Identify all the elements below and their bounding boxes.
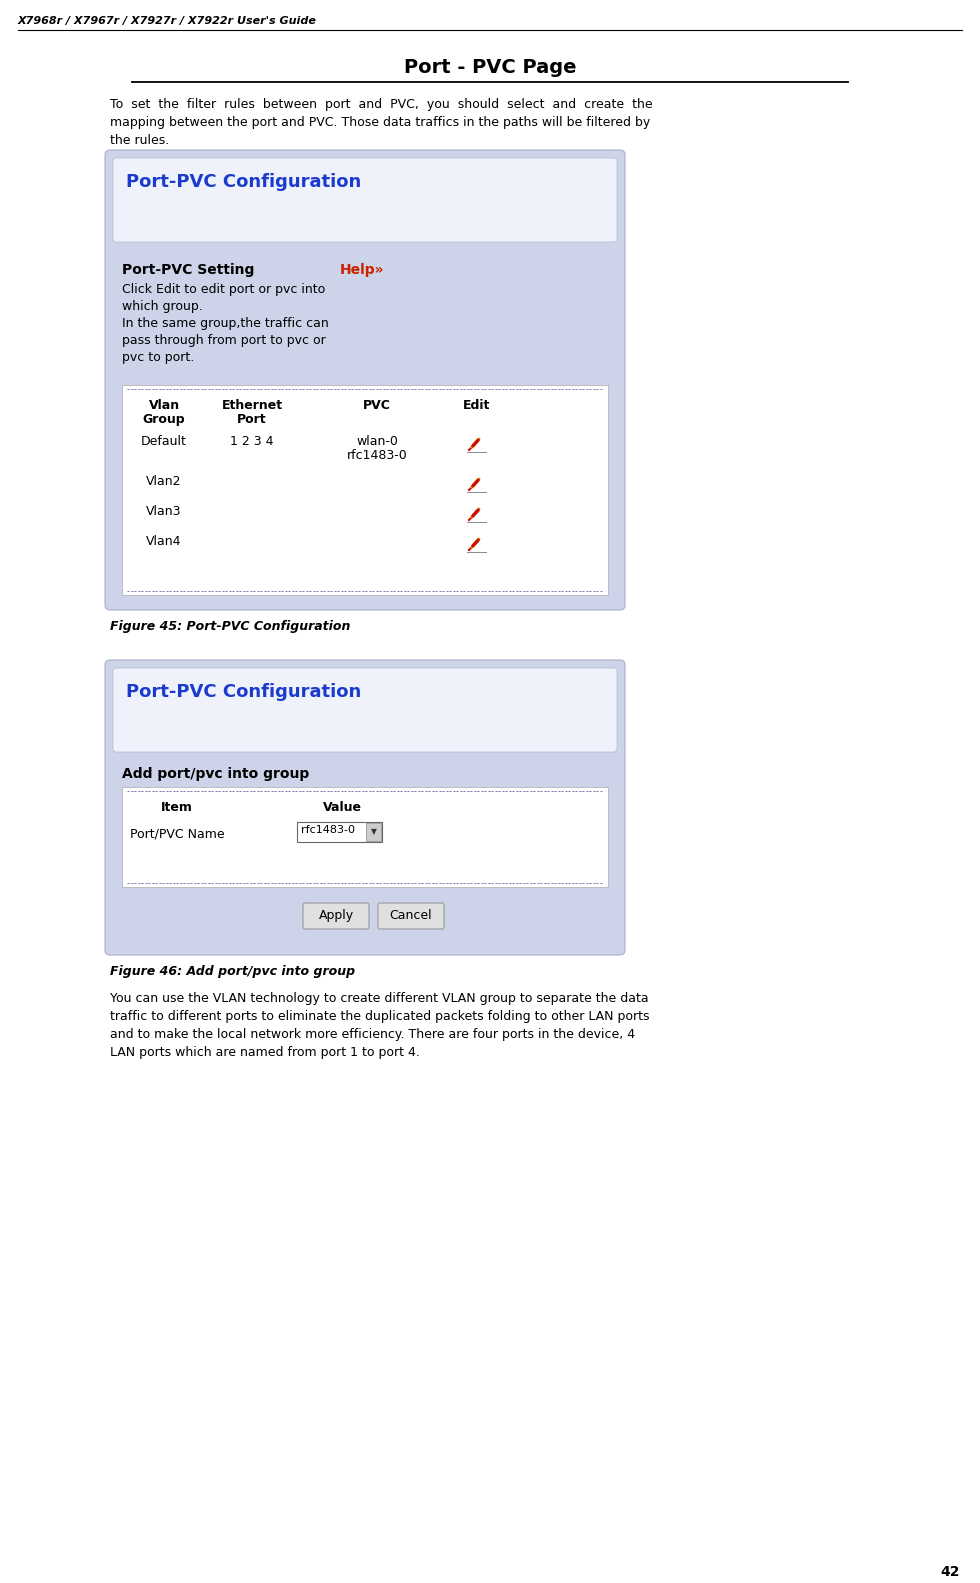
Text: Vlan
Group: Vlan Group xyxy=(143,399,185,426)
Text: rfc1483-0: rfc1483-0 xyxy=(301,825,355,834)
Text: traffic to different ports to eliminate the duplicated packets folding to other : traffic to different ports to eliminate … xyxy=(110,1010,650,1023)
Text: Item: Item xyxy=(161,801,193,814)
FancyBboxPatch shape xyxy=(378,902,444,929)
FancyBboxPatch shape xyxy=(113,158,617,242)
Text: rfc1483-0: rfc1483-0 xyxy=(347,450,408,462)
Text: Port - PVC Page: Port - PVC Page xyxy=(404,59,576,78)
Bar xyxy=(366,823,381,841)
Text: Figure 45: Port-PVC Configuration: Figure 45: Port-PVC Configuration xyxy=(110,621,351,633)
Text: wlan-0: wlan-0 xyxy=(356,435,398,448)
Bar xyxy=(122,787,608,886)
Text: Vlan2: Vlan2 xyxy=(146,475,181,488)
Text: which group.: which group. xyxy=(122,301,203,313)
Text: You can use the VLAN technology to create different VLAN group to separate the d: You can use the VLAN technology to creat… xyxy=(110,993,649,1005)
Text: 1 2 3 4: 1 2 3 4 xyxy=(230,435,273,448)
FancyBboxPatch shape xyxy=(113,668,617,752)
Text: Ethernet
Port: Ethernet Port xyxy=(221,399,282,426)
Text: 42: 42 xyxy=(941,1566,960,1578)
Text: and to make the local network more efficiency. There are four ports in the devic: and to make the local network more effic… xyxy=(110,1027,635,1042)
Text: Port/PVC Name: Port/PVC Name xyxy=(129,826,224,841)
FancyBboxPatch shape xyxy=(105,660,625,955)
Text: Port-PVC Configuration: Port-PVC Configuration xyxy=(126,682,362,701)
Text: Value: Value xyxy=(322,801,362,814)
Bar xyxy=(297,822,382,842)
Text: Cancel: Cancel xyxy=(390,909,432,921)
Text: Port-PVC Setting: Port-PVC Setting xyxy=(122,263,255,277)
Text: Default: Default xyxy=(141,435,187,448)
Text: Vlan4: Vlan4 xyxy=(146,535,181,548)
Text: mapping between the port and PVC. Those data traffics in the paths will be filte: mapping between the port and PVC. Those … xyxy=(110,116,651,128)
Text: Add port/pvc into group: Add port/pvc into group xyxy=(122,768,310,780)
FancyBboxPatch shape xyxy=(105,150,625,609)
Text: LAN ports which are named from port 1 to port 4.: LAN ports which are named from port 1 to… xyxy=(110,1046,419,1059)
Text: Click Edit to edit port or pvc into: Click Edit to edit port or pvc into xyxy=(122,283,325,296)
Bar xyxy=(122,385,608,595)
Text: Figure 46: Add port/pvc into group: Figure 46: Add port/pvc into group xyxy=(110,966,355,978)
Text: Edit: Edit xyxy=(464,399,491,412)
Text: To  set  the  filter  rules  between  port  and  PVC,  you  should  select  and : To set the filter rules between port and… xyxy=(110,98,653,111)
Text: Vlan3: Vlan3 xyxy=(146,505,181,518)
Text: Apply: Apply xyxy=(318,909,354,921)
Text: In the same group,the traffic can: In the same group,the traffic can xyxy=(122,317,328,329)
Text: ▼: ▼ xyxy=(371,828,377,836)
Text: Port-PVC Configuration: Port-PVC Configuration xyxy=(126,173,362,192)
Text: Help»: Help» xyxy=(340,263,384,277)
Text: X7968r / X7967r / X7927r / X7922r User's Guide: X7968r / X7967r / X7927r / X7922r User's… xyxy=(18,16,317,25)
Text: the rules.: the rules. xyxy=(110,135,170,147)
Text: pvc to port.: pvc to port. xyxy=(122,351,194,364)
Text: PVC: PVC xyxy=(363,399,391,412)
FancyBboxPatch shape xyxy=(303,902,369,929)
Text: pass through from port to pvc or: pass through from port to pvc or xyxy=(122,334,325,347)
